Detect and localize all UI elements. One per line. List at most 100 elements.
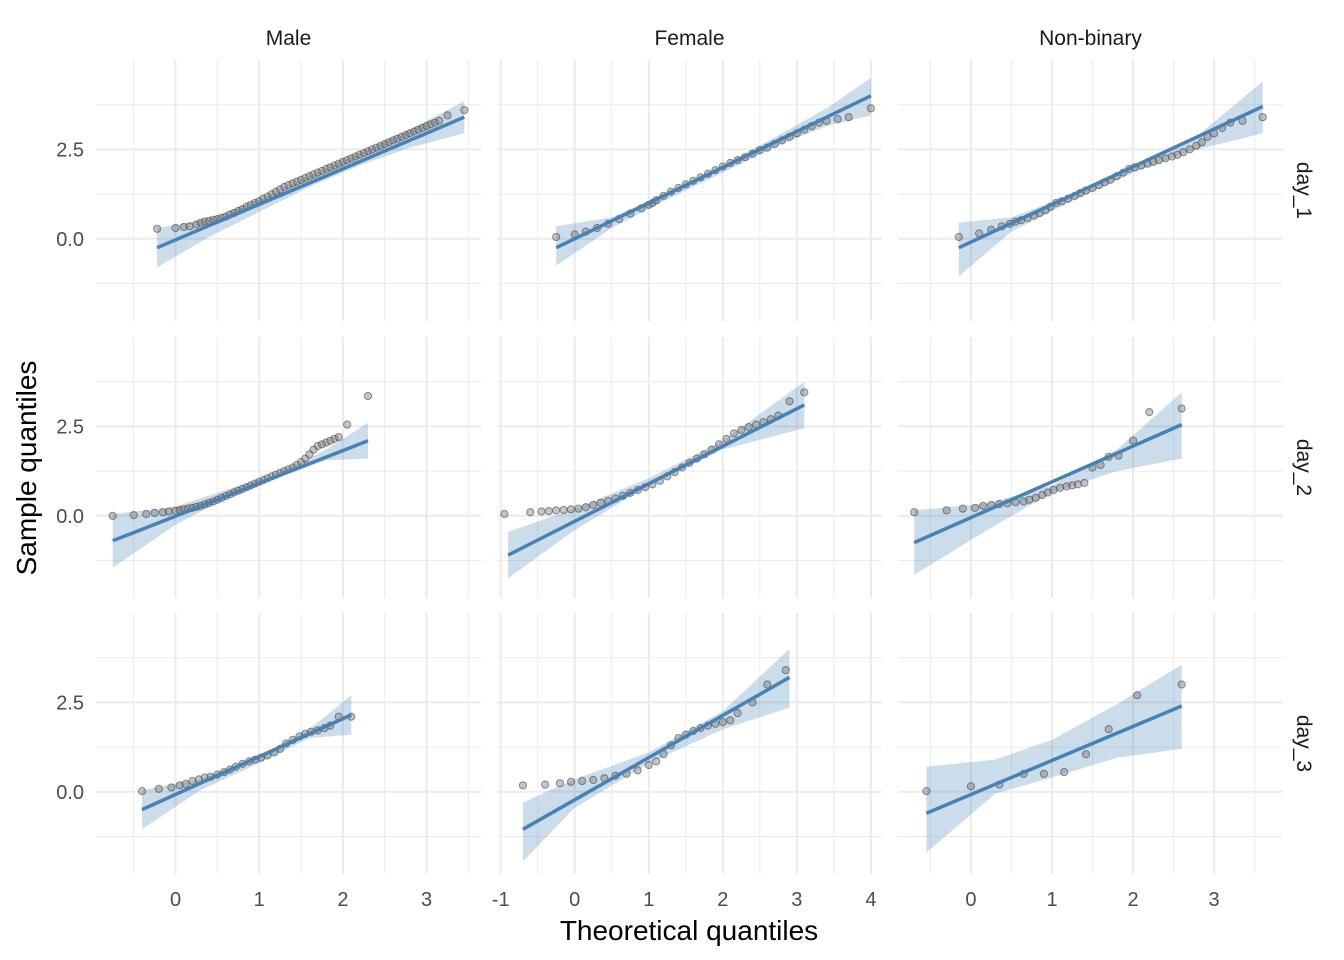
data-point [1073,480,1083,489]
data-point [460,106,469,115]
reference-line [141,713,353,812]
data-point [430,118,440,127]
x-tick-label: 1 [254,889,265,911]
x-tick-label: 0 [965,889,976,911]
x-tick-label: 1 [1046,889,1057,911]
data-point [718,717,727,727]
data-point [518,781,528,790]
data-point [401,131,410,140]
reference-line [507,403,806,557]
data-point [355,150,364,159]
panel-grid-day_2-Female [497,337,882,598]
y-axis-title: Sample quantiles [11,361,42,576]
panel-grid-day_3-Male [96,613,481,874]
data-point [1056,483,1065,492]
x-axis-title: Theoretical quantiles [560,915,818,946]
y-tick-label: 2.5 [56,139,84,161]
y-tick-label: 2.5 [56,692,84,714]
data-point [589,775,598,785]
panel-day_2-non-binary [910,392,1186,575]
data-point [380,139,389,149]
data-point [175,781,184,790]
data-point [393,134,402,143]
data-point [422,122,431,131]
data-point [343,156,352,165]
data-point [566,505,576,514]
data-point [363,391,373,401]
data-point [544,507,553,516]
data-point [284,181,293,190]
x-tick-label: 2 [337,889,348,911]
row-strip-label: day_1 [1292,162,1315,219]
data-point [1177,404,1186,413]
data-point [1192,141,1201,150]
data-point [729,429,739,438]
data-point [1081,750,1091,759]
data-point [1031,493,1040,502]
data-point [330,161,339,170]
x-tick-label: 2 [1127,889,1138,911]
data-point [142,509,151,519]
data-point [652,757,661,766]
x-tick-label: 2 [717,889,728,911]
data-point [368,145,377,154]
x-tick-label: 3 [1209,889,1220,911]
data-point [526,508,535,517]
data-point [271,187,280,196]
data-point [970,503,980,512]
data-point [966,782,976,791]
data-point [1185,145,1194,154]
data-point [922,787,931,796]
y-tick-label: 2.5 [56,416,84,438]
reference-line [958,104,1264,250]
data-point [181,779,190,789]
panel-grid-day_2-Non-binary [898,337,1283,598]
data-point [322,438,331,447]
data-point [343,420,352,429]
data-point [297,175,306,184]
x-tick-label: 0 [569,889,580,911]
data-point [844,113,853,122]
data-point [326,436,335,445]
data-point [781,666,790,675]
x-tick-label: 3 [421,889,432,911]
data-point [313,168,322,177]
facet-panels [96,60,1283,874]
data-point [137,787,147,796]
data-point [280,182,289,191]
data-point [633,766,642,775]
data-point [644,760,653,770]
y-tick-label: 0.0 [56,782,84,804]
data-point [372,143,381,152]
column-strip-label: Female [654,27,724,50]
data-point [435,116,444,125]
panel-day_1-female [552,77,876,266]
data-point [108,511,117,520]
y-tick-label: 0.0 [56,229,84,251]
x-tick-label: 1 [643,889,654,911]
panel-day_3-non-binary [922,664,1186,853]
data-point [1133,691,1142,700]
data-point [418,123,427,133]
x-tick-label: 3 [791,889,802,911]
panel-day_2-female [500,381,809,579]
data-point [292,177,301,186]
data-point [954,232,963,242]
data-point [376,141,385,150]
data-point [301,173,310,183]
data-point [744,423,753,432]
data-point [866,104,876,113]
reference-line [112,439,369,543]
data-point [347,154,356,163]
data-point [188,776,197,786]
panel-day_3-male [137,695,356,830]
data-point [313,441,322,451]
data-point [351,152,360,161]
data-point [552,232,561,242]
data-point [185,222,194,231]
reference-line [913,422,1183,545]
panel-grid-day_1-Female [497,60,882,321]
x-tick-label: 4 [865,889,876,911]
data-point [171,223,180,233]
